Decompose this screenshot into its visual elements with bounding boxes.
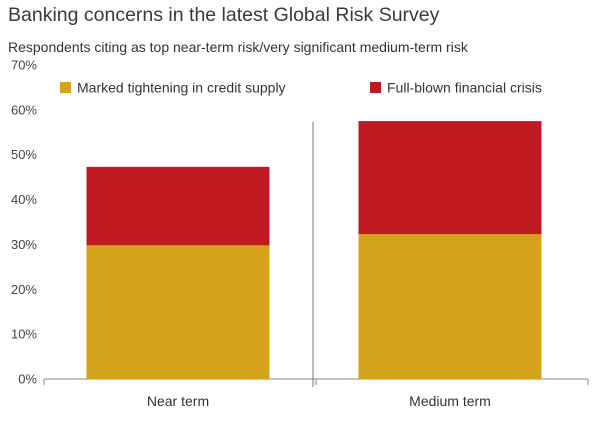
legend-swatch: [370, 82, 381, 93]
bar-credit-tightening: [86, 245, 270, 379]
chart-subtitle: Respondents citing as top near-term risk…: [8, 39, 468, 55]
y-tick-label: 10%: [11, 327, 37, 342]
y-tick-label: 0%: [18, 372, 37, 387]
y-tick-label: 30%: [11, 237, 37, 252]
y-tick-label: 50%: [11, 147, 37, 162]
category-label: Medium term: [409, 393, 491, 409]
legend-swatch: [60, 82, 71, 93]
chart-title: Banking concerns in the latest Global Ri…: [8, 4, 440, 26]
category-label: Near term: [147, 393, 209, 409]
legend-label: Full-blown financial crisis: [387, 80, 542, 96]
y-tick-label: 70%: [11, 58, 37, 73]
y-tick-label: 20%: [11, 282, 37, 297]
bar-financial-crisis: [358, 121, 542, 235]
legend-label: Marked tightening in credit supply: [77, 80, 286, 96]
y-tick-label: 60%: [11, 102, 37, 117]
bar-financial-crisis: [86, 166, 270, 246]
bar-credit-tightening: [358, 234, 542, 379]
y-tick-label: 40%: [11, 192, 37, 207]
